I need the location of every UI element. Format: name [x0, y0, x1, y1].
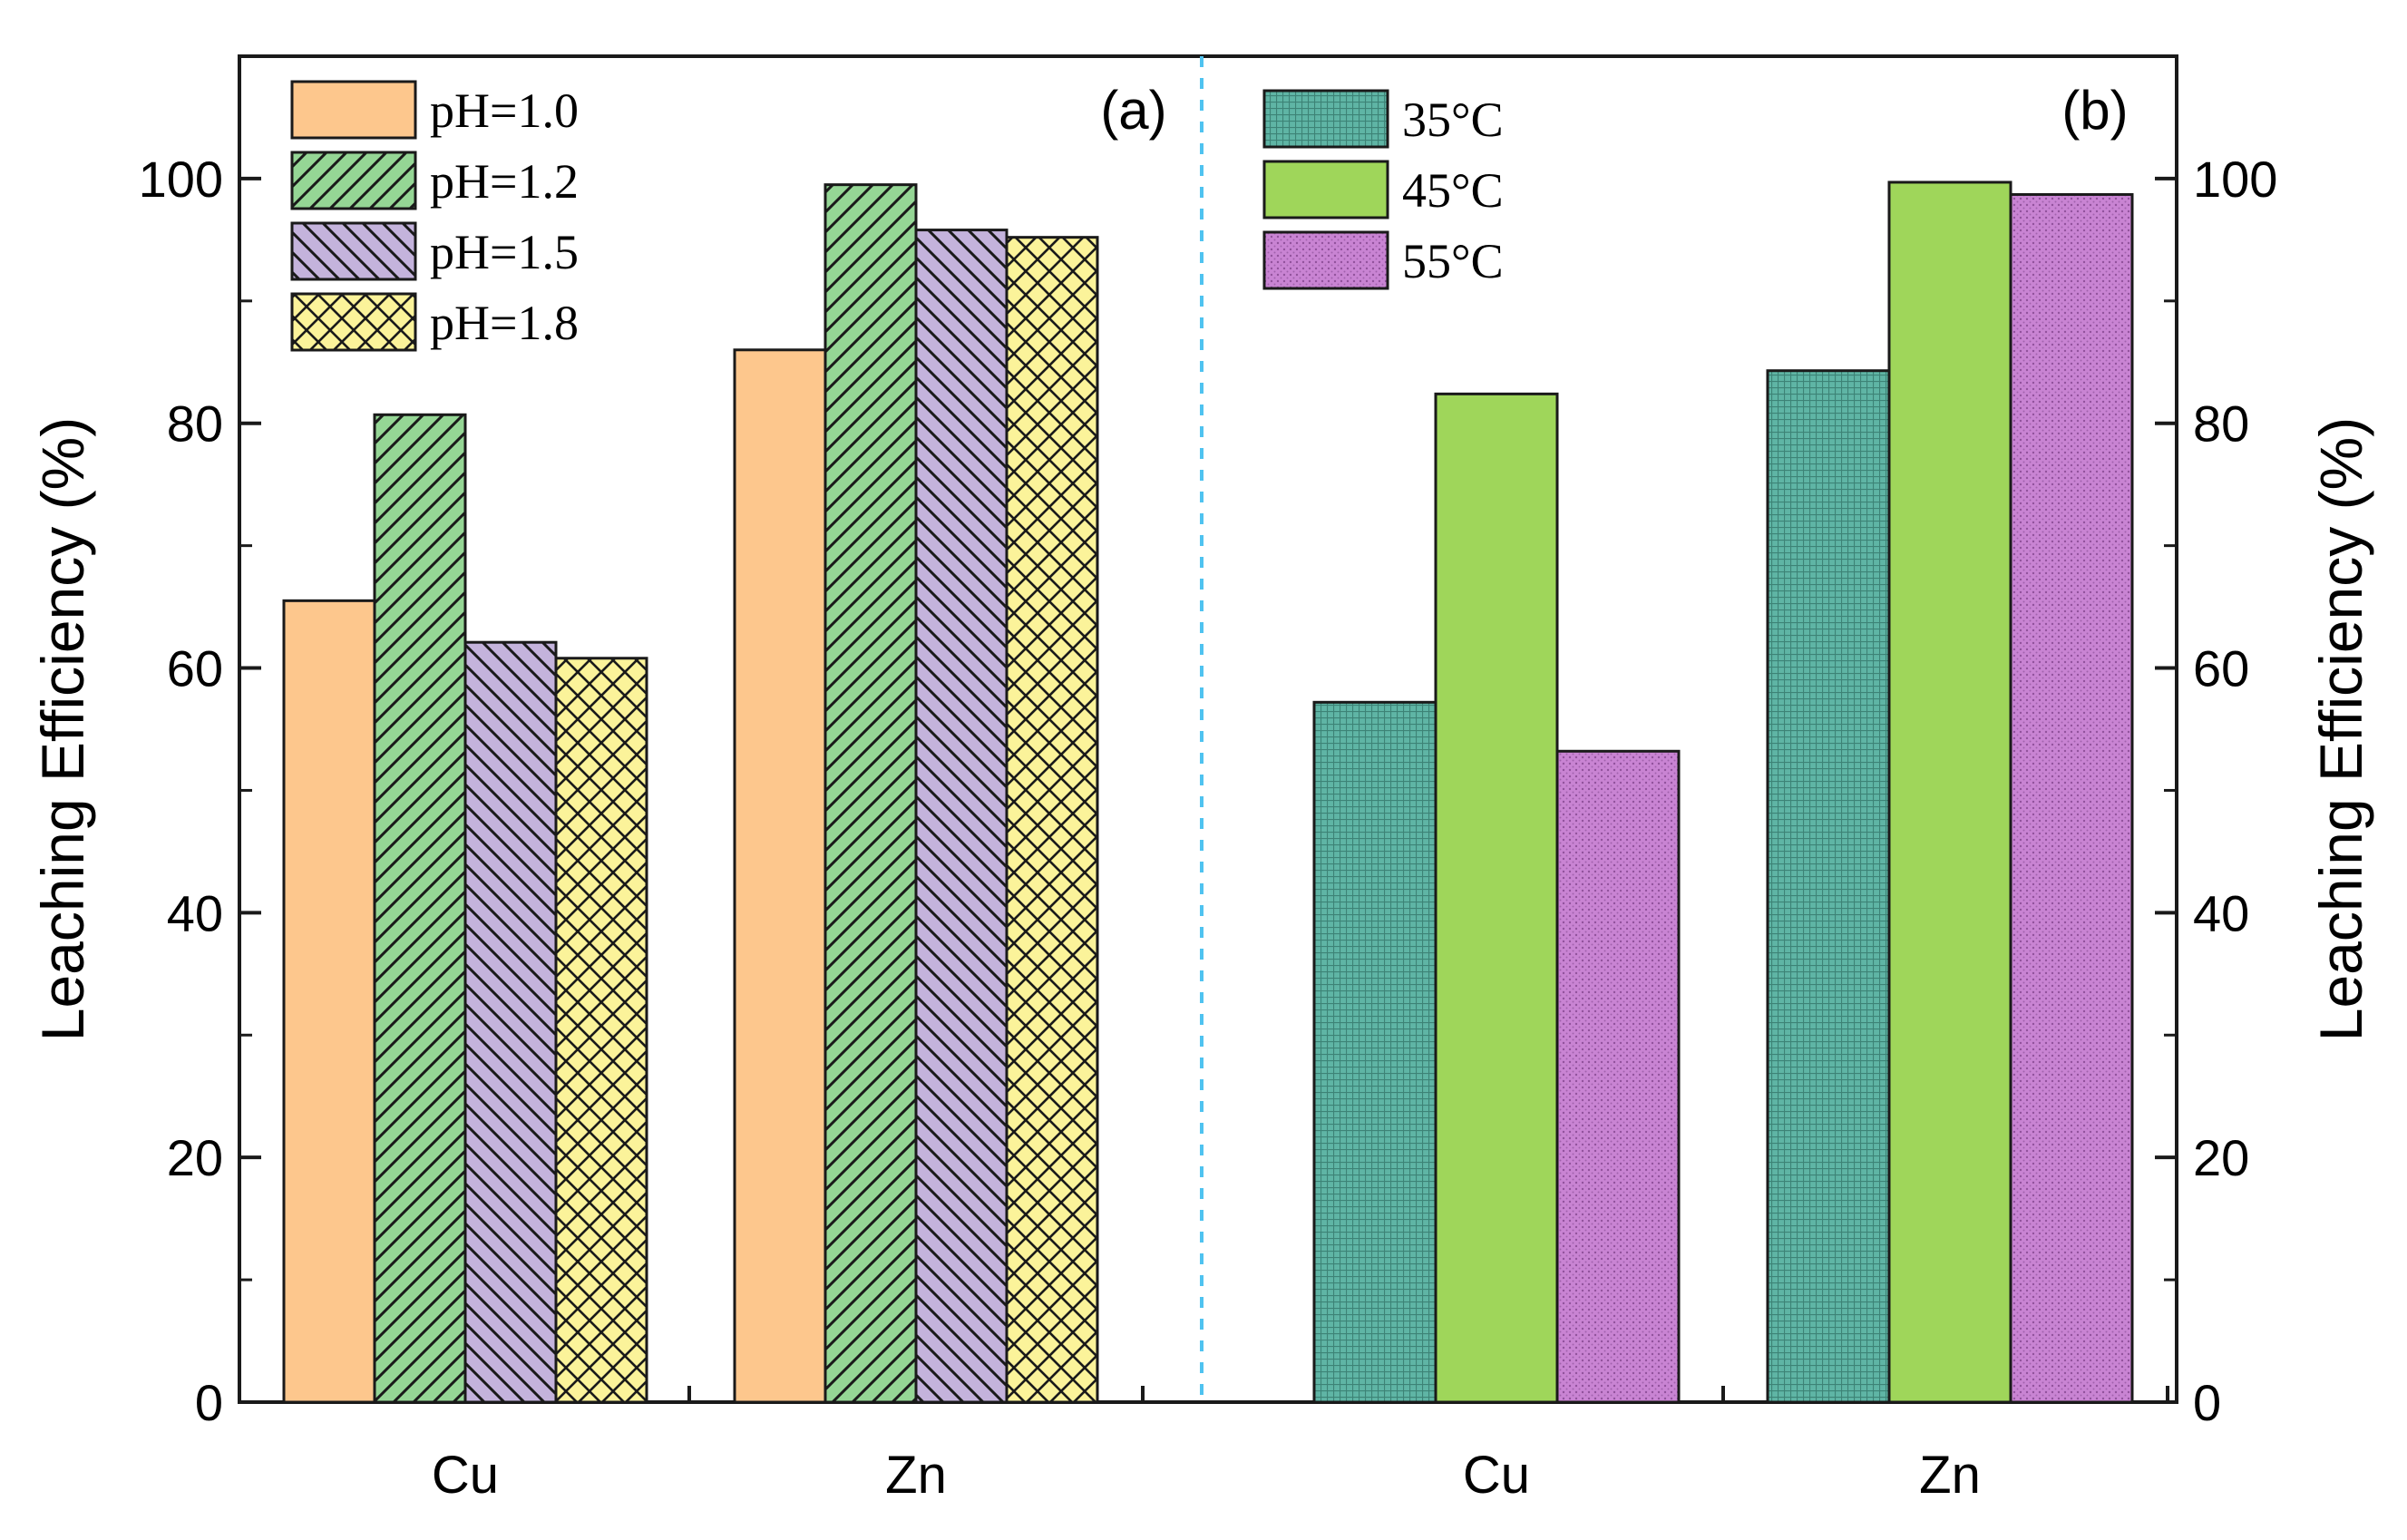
y-tick-label-right: 100 — [2193, 151, 2277, 208]
x-axis-ticks — [687, 1386, 2169, 1402]
legend-swatch-outline — [290, 221, 417, 281]
bar-outline — [1005, 236, 1099, 1404]
bar-zn-0 — [735, 349, 825, 1402]
y-tick-label-left: 20 — [167, 1129, 223, 1186]
y-tick-label-right: 80 — [2193, 395, 2249, 453]
bar-pattern — [916, 229, 1007, 1402]
legend-label: 55°C — [1402, 234, 1504, 288]
x-category-label: Cu — [432, 1446, 499, 1505]
legend-swatch — [292, 82, 415, 138]
legend-label: pH=1.5 — [430, 225, 579, 279]
y-tick-label-right: 20 — [2193, 1129, 2249, 1186]
bar-zn-1 — [1889, 181, 2011, 1403]
legend-swatch-pattern — [1264, 91, 1388, 147]
y-tick-label-right: 0 — [2193, 1374, 2221, 1431]
y-axis-label-left: Leaching Efficiency (%) — [29, 417, 96, 1041]
bar-pattern — [1557, 751, 1679, 1402]
bar-pattern — [465, 642, 556, 1402]
y-tick-label-right: 40 — [2193, 884, 2249, 941]
panel-label-b: (b) — [2061, 80, 2128, 141]
legend-label: pH=1.8 — [430, 296, 579, 350]
panel-b-legend: 35°C 45°C 55°C — [1262, 89, 1504, 290]
bar-outline — [1555, 749, 1681, 1404]
x-category-label: Cu — [1463, 1446, 1530, 1505]
legend-label: pH=1.0 — [430, 83, 579, 138]
bar-pattern — [825, 184, 916, 1402]
bar-pattern — [556, 658, 647, 1402]
bar-outline — [554, 657, 648, 1404]
legend-swatch-pattern — [292, 152, 415, 209]
legend-swatch — [1264, 161, 1388, 218]
legend-swatch-outline — [290, 151, 417, 210]
plot-frame — [238, 54, 2178, 1404]
y-tick-label-left: 80 — [167, 395, 223, 453]
legend-swatch-pattern — [292, 294, 415, 350]
legend-swatch-pattern — [1264, 232, 1388, 288]
x-category-label: Zn — [885, 1446, 947, 1505]
bar-pattern — [1314, 702, 1436, 1402]
bar-pattern — [375, 414, 465, 1402]
legend-label: 45°C — [1402, 163, 1504, 218]
y-tick-label-right: 60 — [2193, 640, 2249, 697]
legend-swatch-outline — [290, 80, 417, 140]
panel-label-a: (a) — [1100, 80, 1166, 141]
bar-pattern — [1007, 237, 1097, 1402]
legend-swatch-outline — [290, 292, 417, 352]
panel-a-bars: Cu Zn — [282, 183, 1099, 1505]
legend-swatch-outline — [1262, 230, 1389, 290]
bar-pattern — [1768, 370, 1889, 1403]
legend-label: pH=1.2 — [430, 154, 579, 209]
panel-b-bars: Cu Zn — [1312, 180, 2134, 1505]
bar-cu-1 — [1436, 394, 1557, 1402]
bar-pattern — [2011, 194, 2132, 1402]
legend-swatch-pattern — [292, 223, 415, 279]
legend-swatch-outline — [1262, 160, 1389, 219]
y-axis-ticks: 0 20 40 60 80 100 0 20 40 60 80 100 — [139, 151, 2278, 1431]
bar-cu-0 — [284, 600, 375, 1402]
legend-label: 35°C — [1402, 93, 1504, 147]
y-tick-label-left: 100 — [139, 151, 223, 208]
y-tick-label-left: 40 — [167, 884, 223, 941]
y-tick-label-left: 60 — [167, 640, 223, 697]
x-category-label: Zn — [1919, 1446, 1981, 1505]
y-axis-label-right: Leaching Efficiency (%) — [2307, 417, 2374, 1041]
legend-swatch-outline — [1262, 89, 1389, 149]
panel-a-legend: pH=1.0 pH=1.2 pH=1.5 pH=1.8 — [290, 80, 579, 352]
bar-outline — [2009, 192, 2134, 1404]
y-tick-label-left: 0 — [195, 1374, 223, 1431]
